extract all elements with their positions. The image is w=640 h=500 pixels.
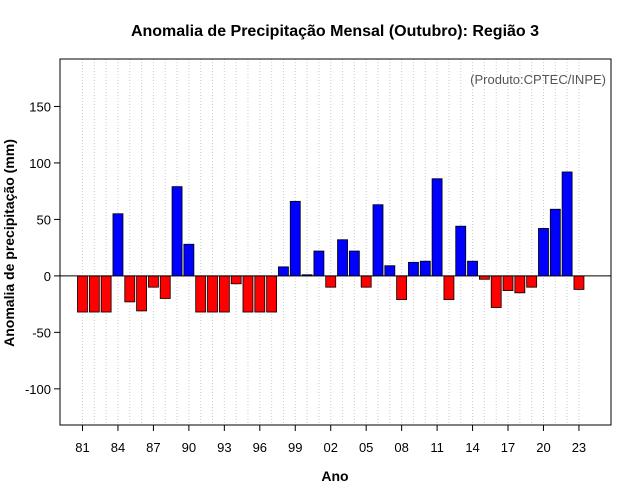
bar-2010 <box>419 260 431 277</box>
x-tick-label: 87 <box>146 440 160 455</box>
chart-title: Anomalia de Precipitação Mensal (Outubro… <box>131 23 539 40</box>
bar-2023 <box>573 275 585 290</box>
bar-2001 <box>313 250 325 277</box>
bar-2015 <box>478 275 490 280</box>
bar-2004 <box>348 250 360 277</box>
bar-2002 <box>325 275 337 288</box>
y-axis-title: Anomalia de precipitação (mm) <box>1 139 17 347</box>
bar-1994 <box>230 275 242 285</box>
x-axis-title: Ano <box>321 468 348 484</box>
bar-1993 <box>218 275 230 313</box>
bar-2014 <box>467 260 478 277</box>
y-tick-label: 0 <box>44 269 51 284</box>
bar-1989 <box>171 186 183 277</box>
y-axis: -100 -50 0 50 100 150 <box>25 99 60 397</box>
x-tick-label: 81 <box>75 440 89 455</box>
bar-2007 <box>384 265 396 277</box>
bar-2018 <box>514 275 526 294</box>
y-tick-label: -50 <box>32 325 51 340</box>
bar-1982 <box>88 275 100 313</box>
y-tick-label: 50 <box>37 212 51 227</box>
source-annotation: (Produto:CPTEC/INPE) <box>470 72 606 87</box>
x-tick-label: 02 <box>323 440 337 455</box>
y-tick-label: 150 <box>29 99 51 114</box>
bar-1997 <box>266 275 278 313</box>
bar-2011 <box>431 178 443 277</box>
bar-1981 <box>77 275 88 313</box>
bar-2016 <box>490 275 502 308</box>
x-tick-label: 05 <box>359 440 373 455</box>
bar-2013 <box>455 225 467 277</box>
x-tick-label: 20 <box>536 440 550 455</box>
bar-1985 <box>124 275 136 303</box>
x-tick-label: 84 <box>111 440 125 455</box>
bar-1984 <box>112 213 124 277</box>
bar-1995 <box>242 275 254 313</box>
bar-2005 <box>360 275 372 288</box>
plot-frame <box>59 58 612 426</box>
bar-2006 <box>372 204 384 277</box>
x-axis: 81 84 87 90 93 96 99 02 05 08 11 14 17 20 23 <box>75 425 586 455</box>
grid-lines <box>82 59 580 425</box>
bar-1987 <box>148 275 159 288</box>
x-tick-label: 99 <box>288 440 302 455</box>
x-tick-label: 23 <box>572 440 586 455</box>
bar-2003 <box>337 239 348 277</box>
y-tick-label: -100 <box>25 382 51 397</box>
bar-1998 <box>278 266 289 277</box>
bar-1992 <box>207 275 218 313</box>
bar-1996 <box>254 275 266 313</box>
bar-2021 <box>549 208 561 277</box>
y-tick-label: 100 <box>29 156 51 171</box>
bar-2009 <box>408 261 419 277</box>
x-tick-label: 93 <box>217 440 231 455</box>
bar-2022 <box>561 171 573 277</box>
x-tick-label: 08 <box>394 440 408 455</box>
x-tick-label: 17 <box>501 440 515 455</box>
x-tick-label: 90 <box>182 440 196 455</box>
bar-1990 <box>183 243 195 277</box>
bar-2012 <box>443 275 455 301</box>
bar-1988 <box>159 275 171 299</box>
bar-1983 <box>100 275 112 313</box>
x-tick-label: 11 <box>430 440 444 455</box>
bar-1999 <box>289 200 301 277</box>
bar-1986 <box>136 275 148 312</box>
bar-2017 <box>502 275 514 291</box>
bar-2008 <box>396 275 408 301</box>
x-tick-label: 96 <box>253 440 267 455</box>
x-tick-label: 14 <box>465 440 479 455</box>
bar-1991 <box>195 275 207 313</box>
bar-2020 <box>538 228 549 277</box>
bar-2019 <box>526 275 538 288</box>
